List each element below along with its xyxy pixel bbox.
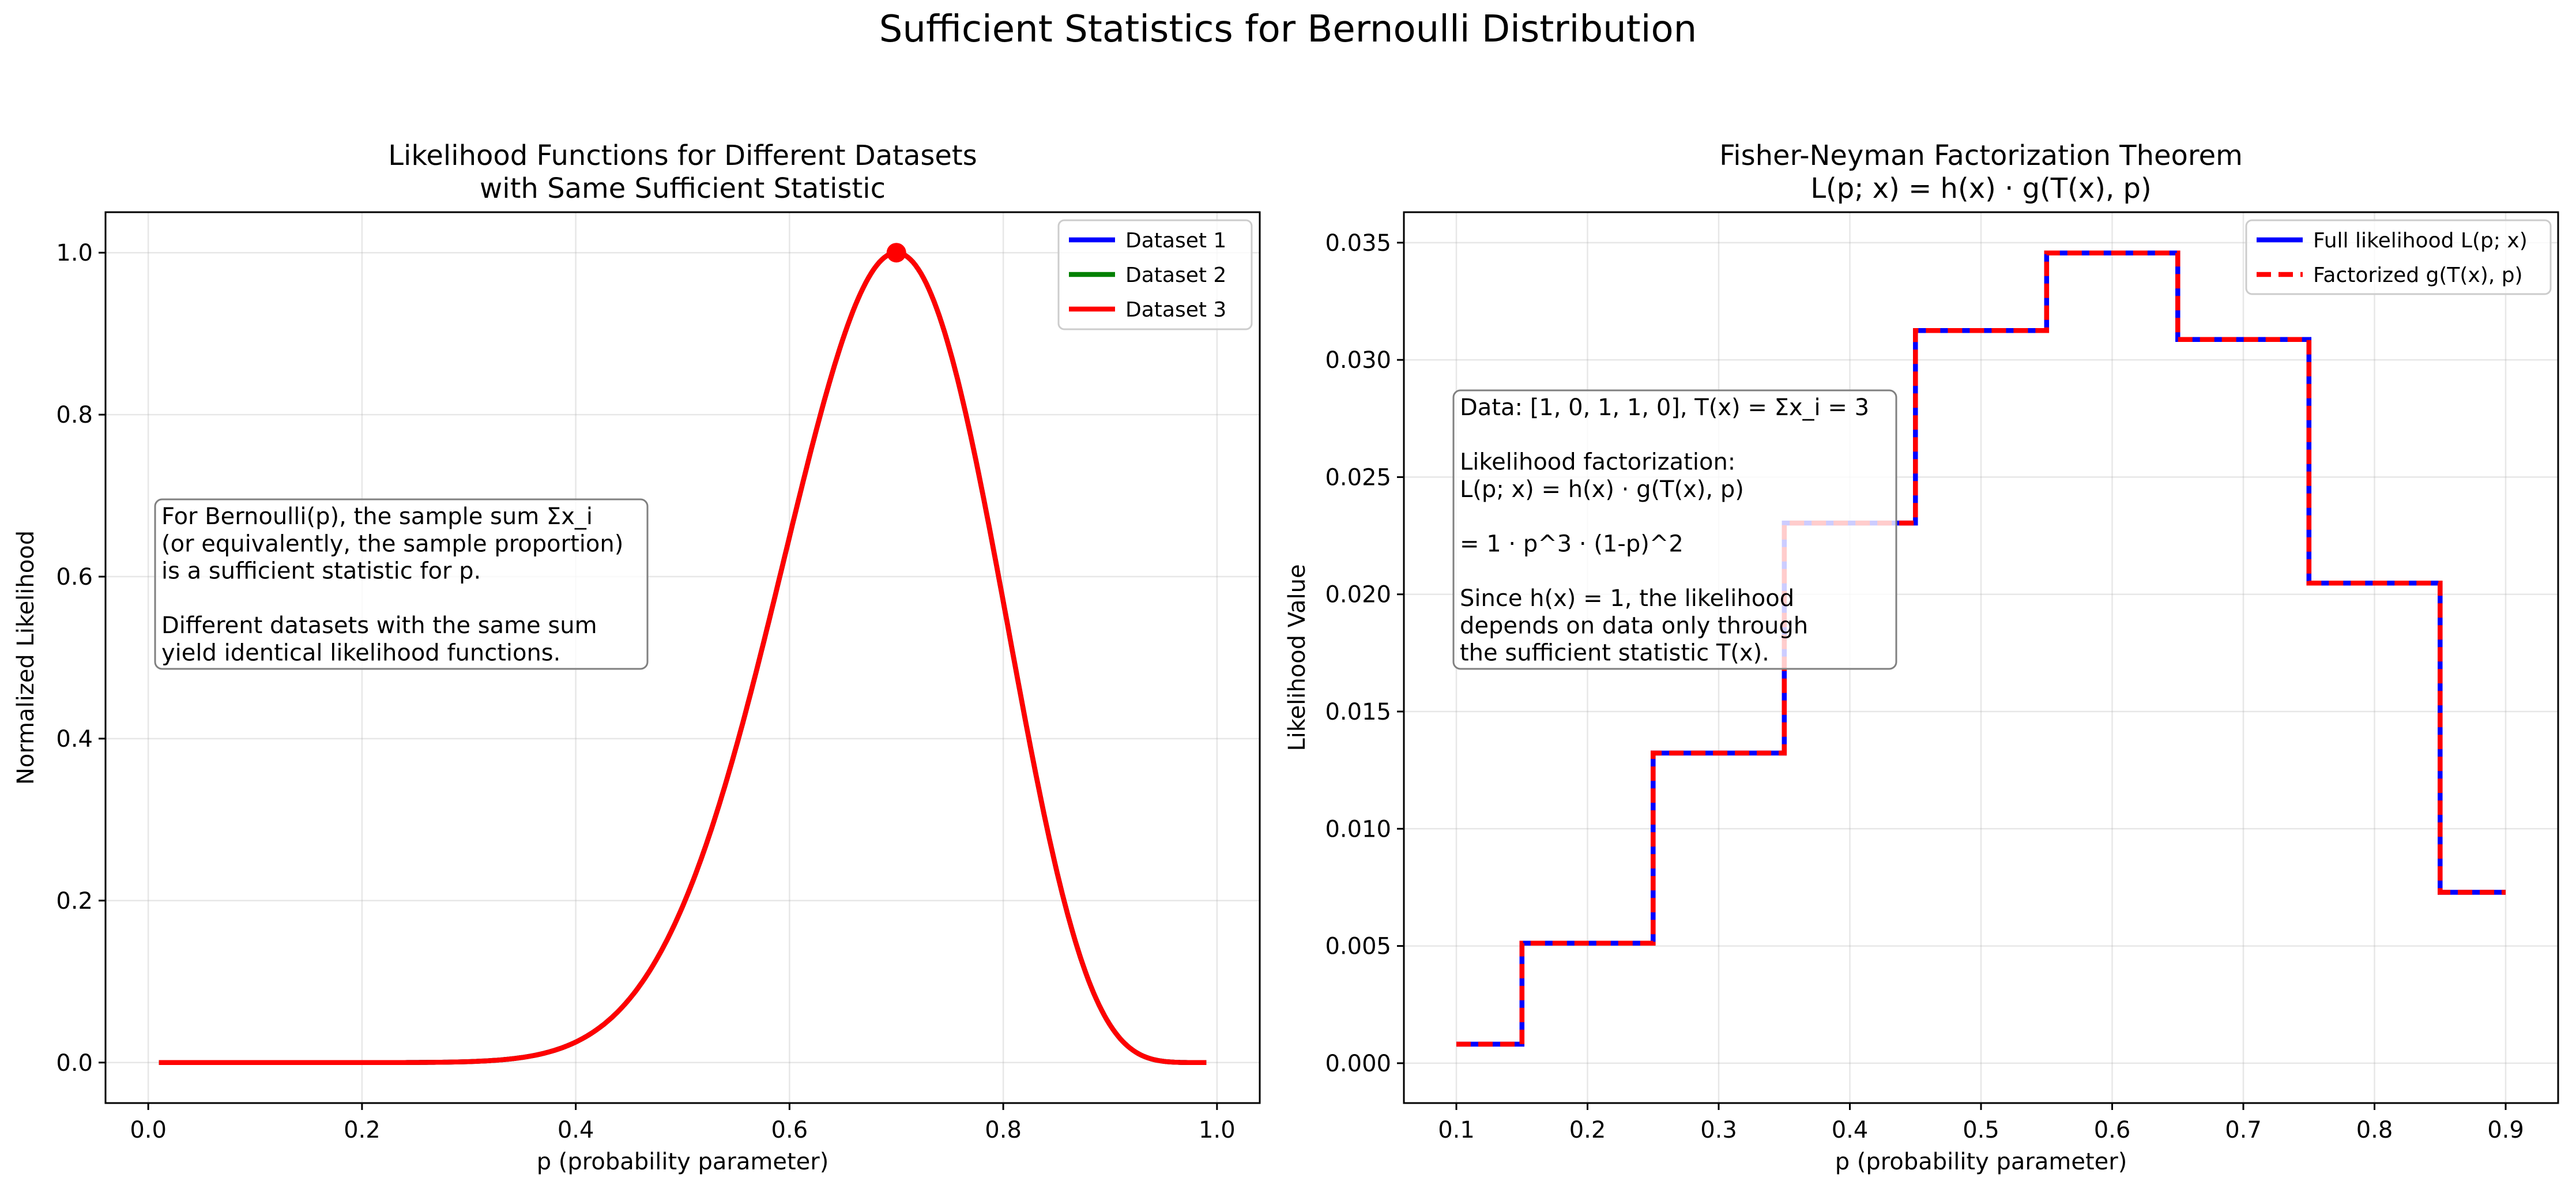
legend-label: Dataset 2 — [1125, 264, 1226, 287]
annotation-line: Different datasets with the same sum — [161, 612, 597, 639]
max-likelihood-point — [886, 243, 906, 263]
annotation-line: Likelihood factorization: — [1460, 449, 1735, 476]
x-tick-label: 0.9 — [2487, 1117, 2524, 1143]
y-tick-label: 0.6 — [56, 564, 93, 590]
chart-title-line-1: Likelihood Functions for Different Datas… — [388, 140, 977, 172]
x-tick-label: 0.8 — [2356, 1117, 2393, 1143]
figure-title: Sufficient Statistics for Bernoulli Dist… — [879, 8, 1697, 51]
x-tick-label: 0.0 — [130, 1117, 167, 1143]
y-tick-label: 0.000 — [1325, 1051, 1391, 1077]
x-tick-label: 0.6 — [771, 1117, 808, 1143]
annotation-box — [1452, 389, 1897, 670]
legend-box — [1057, 219, 1253, 330]
legend-label: Full likelihood L(p; x) — [2313, 229, 2528, 253]
y-tick-label: 0.025 — [1325, 464, 1391, 491]
y-tick-label: 0.4 — [56, 726, 93, 752]
x-tick-label: 1.0 — [1199, 1117, 1236, 1143]
chart-title-line-2: L(p; x) = h(x) · g(T(x), p) — [1810, 172, 2151, 205]
annotation-line: L(p; x) = h(x) · g(T(x), p) — [1460, 476, 1744, 503]
x-tick-label: 0.1 — [1438, 1117, 1475, 1143]
annotation-line: Data: [1, 0, 1, 1, 0], T(x) = Σx_i = 3 — [1460, 394, 1869, 421]
y-tick-label: 0.020 — [1325, 582, 1391, 608]
legend-label: Dataset 1 — [1125, 229, 1226, 253]
annotation-box — [154, 498, 649, 670]
annotation-line: (or equivalently, the sample proportion) — [161, 530, 623, 557]
y-tick-label: 0.015 — [1325, 699, 1391, 725]
likelihood-chart: For Bernoulli(p), the sample sum Σx_i(or… — [13, 140, 1261, 1175]
x-tick-label: 0.7 — [2225, 1117, 2262, 1143]
y-tick-label: 0.035 — [1325, 230, 1391, 257]
likelihood-line-dataset-3 — [159, 250, 1207, 1066]
y-tick-label: 0.8 — [56, 402, 93, 428]
axes-frame — [104, 211, 1261, 1104]
x-axis-label: p (probability parameter) — [1835, 1149, 2127, 1175]
annotation-line: = 1 · p^3 · (1-p)^2 — [1460, 531, 1684, 558]
x-tick-label: 0.2 — [344, 1117, 381, 1143]
legend-box — [2245, 219, 2552, 295]
annotation-line: depends on data only through — [1460, 612, 1808, 639]
x-tick-label: 0.3 — [1700, 1117, 1737, 1143]
x-tick-label: 0.6 — [2094, 1117, 2131, 1143]
x-tick-label: 0.4 — [1832, 1117, 1869, 1143]
annotation-line: For Bernoulli(p), the sample sum Σx_i — [161, 503, 593, 530]
y-axis-label: Likelihood Value — [1284, 564, 1310, 751]
y-tick-label: 0.030 — [1325, 347, 1391, 374]
y-tick-label: 0.0 — [56, 1050, 93, 1077]
annotation-line: is a sufficient statistic for p. — [161, 558, 481, 585]
y-tick-label: 1.0 — [56, 240, 93, 266]
chart-title-line-2: with Same Sufficient Statistic — [480, 172, 886, 205]
x-tick-label: 0.8 — [985, 1117, 1022, 1143]
y-axis-label: Normalized Likelihood — [13, 530, 39, 785]
factorized-likelihood-line — [1456, 250, 2506, 1047]
y-tick-label: 0.010 — [1325, 816, 1391, 842]
chart-title-line-1: Fisher-Neyman Factorization Theorem — [1719, 140, 2243, 172]
x-tick-label: 0.5 — [1963, 1117, 1999, 1143]
x-tick-label: 0.2 — [1569, 1117, 1606, 1143]
legend-label: Dataset 3 — [1125, 298, 1226, 322]
x-tick-label: 0.4 — [558, 1117, 594, 1143]
annotation-line: Since h(x) = 1, the likelihood — [1460, 585, 1794, 612]
annotation-line: the sufficient statistic T(x). — [1460, 640, 1769, 667]
annotation-line: yield identical likelihood functions. — [161, 640, 560, 667]
x-axis-label: p (probability parameter) — [537, 1149, 829, 1175]
factorization-chart: Data: [1, 0, 1, 1, 0], T(x) = Σx_i = 3 Li… — [1284, 140, 2559, 1175]
y-tick-label: 0.2 — [56, 888, 93, 914]
y-tick-label: 0.005 — [1325, 934, 1391, 960]
legend-label: Factorized g(T(x), p) — [2313, 264, 2523, 287]
